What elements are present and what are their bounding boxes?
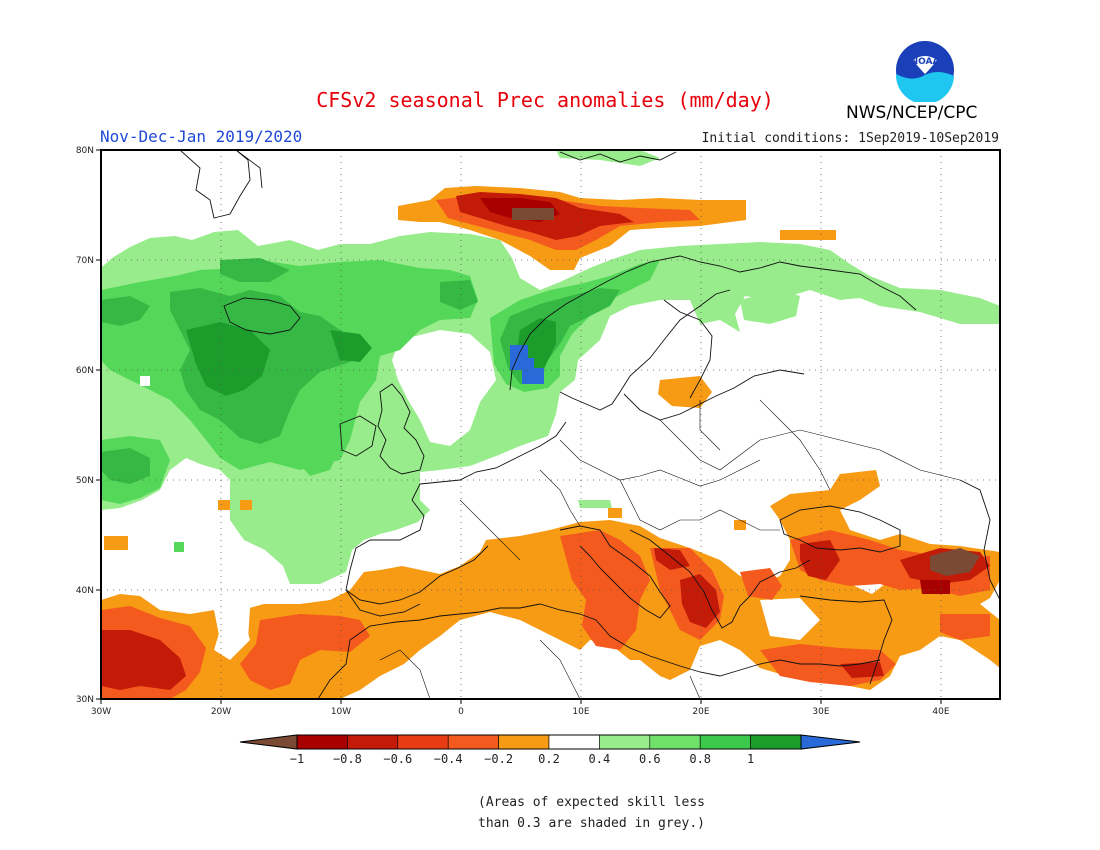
colorbar-tick-label: 0.4 (589, 752, 611, 766)
colorbar-cell (750, 734, 802, 750)
colorbar-tick-label: −0.6 (383, 752, 412, 766)
lat-label: 30N (76, 695, 94, 705)
map-frame (100, 149, 1001, 700)
colorbar-tick-label: −0.8 (333, 752, 362, 766)
colorbar-cell (296, 734, 348, 750)
colorbar-tick-label: −0.2 (484, 752, 513, 766)
colorbar-cell (397, 734, 449, 750)
lon-label: 20W (211, 707, 231, 717)
skill-note-line: than 0.3 are shaded in grey.) (478, 816, 705, 831)
anomaly-field (101, 150, 1000, 699)
lat-label: 50N (76, 476, 94, 486)
colorbar-tick-label: 0.6 (639, 752, 661, 766)
forecast-period: Nov-Dec-Jan 2019/2020 (100, 127, 303, 146)
lon-label: 10E (572, 707, 589, 717)
skill-note-line: (Areas of expected skill less (478, 795, 705, 810)
colorbar-low-arrow (239, 734, 298, 750)
colorbar: −1 −0.8 −0.6 −0.4 −0.2 0.2 0.4 0.6 0.8 1 (239, 734, 861, 766)
axis-labels: 80N 70N 60N 50N 40N 30N 30W 20W 10W 0 10… (76, 146, 950, 717)
colorbar-tick-label: 0.8 (689, 752, 711, 766)
lon-label: 40E (932, 707, 949, 717)
colorbar-cell (347, 734, 399, 750)
lat-label: 60N (76, 366, 94, 376)
initial-conditions: Initial conditions: 1Sep2019-10Sep2019 (701, 131, 999, 146)
colorbar-cell (498, 734, 550, 750)
colorbar-tick-label: 1 (747, 752, 754, 766)
axis-ticks (96, 149, 942, 704)
logo-text: NOAA (911, 57, 940, 67)
coastlines (179, 150, 1000, 699)
lat-label: 80N (76, 146, 94, 156)
lon-label: 0 (458, 707, 464, 717)
colorbar-cell (447, 734, 499, 750)
lat-label: 70N (76, 256, 94, 266)
colorbar-tick-label: −0.4 (434, 752, 463, 766)
colorbar-cell (548, 734, 600, 750)
colorbar-cell (649, 734, 701, 750)
colorbar-cell (699, 734, 751, 750)
skill-note: (Areas of expected skill less than 0.3 a… (478, 792, 705, 834)
lon-label: 20E (692, 707, 709, 717)
noaa-logo: NOAA (894, 39, 956, 102)
colorbar-tick-label: 0.2 (538, 752, 560, 766)
lon-label: 30W (91, 707, 111, 717)
lon-label: 30E (812, 707, 829, 717)
colorbar-high-arrow (800, 734, 861, 750)
agency-label: NWS/NCEP/CPC (846, 103, 978, 123)
lon-label: 10W (331, 707, 351, 717)
colorbar-tick-label: −1 (290, 752, 304, 766)
chart-title: CFSv2 seasonal Prec anomalies (mm/day) (316, 88, 774, 112)
lat-label: 40N (76, 586, 94, 596)
colorbar-cell (599, 734, 651, 750)
